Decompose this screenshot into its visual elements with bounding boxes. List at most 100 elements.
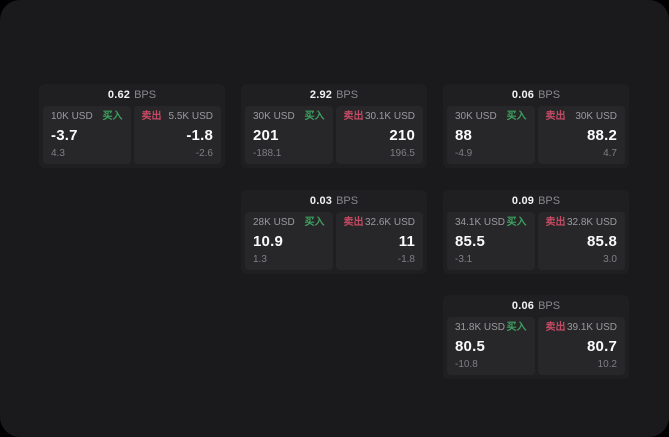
sell-price: -1.8 — [186, 127, 213, 144]
sell-amount: 5.5K USD — [168, 111, 213, 122]
sell-side-label: 卖出 — [545, 111, 566, 122]
sell-price: 210 — [389, 127, 415, 144]
bps-header: 2.92 BPS — [241, 84, 427, 106]
sell-panel-top: 卖出 32.8K USD — [546, 217, 618, 229]
bps-header: 0.03 BPS — [241, 190, 427, 212]
sell-quote-panel[interactable]: 卖出 39.1K USD 80.7 10.2 — [537, 317, 625, 375]
sell-sub-value: -1.8 — [397, 254, 415, 265]
buy-sub-value: -10.8 — [455, 359, 478, 370]
sell-panel-top: 卖出 32.6K USD — [344, 217, 416, 229]
sell-amount: 32.6K USD — [364, 217, 415, 228]
buy-quote-panel[interactable]: 31.8K USD 买入 80.5 -10.8 — [447, 317, 535, 375]
sell-panel-top: 卖出 39.1K USD — [546, 322, 618, 334]
sell-sub-value: 196.5 — [389, 148, 415, 159]
bps-header: 0.06 BPS — [443, 84, 629, 106]
bps-value: 0.06 — [511, 300, 535, 312]
sell-sub-value: 10.2 — [597, 359, 617, 370]
bps-unit-label: BPS — [134, 89, 157, 101]
quote-card: 0.62 BPS 10K USD 买入 -3.7 4.3 卖出 5.5K USD… — [39, 84, 225, 168]
buy-sub-value: 1.3 — [253, 254, 267, 265]
quote-card: 0.06 BPS 31.8K USD 买入 80.5 -10.8 卖出 39.1… — [443, 295, 629, 379]
buy-panel-top: 28K USD 买入 — [253, 217, 325, 229]
buy-panel-top: 31.8K USD 买入 — [455, 322, 527, 334]
buy-quote-panel[interactable]: 28K USD 买入 10.9 1.3 — [245, 212, 333, 270]
quote-panels: 10K USD 买入 -3.7 4.3 卖出 5.5K USD -1.8 -2.… — [39, 106, 225, 168]
buy-price: 10.9 — [253, 233, 283, 250]
buy-side-label: 买入 — [304, 111, 325, 122]
bps-value: 0.06 — [511, 89, 535, 101]
buy-panel-top: 34.1K USD 买入 — [455, 217, 527, 229]
buy-sub-value: -4.9 — [455, 148, 473, 159]
buy-amount: 10K USD — [51, 111, 93, 122]
bps-unit-label: BPS — [538, 195, 561, 207]
buy-amount: 28K USD — [253, 217, 295, 228]
quote-card: 0.03 BPS 28K USD 买入 10.9 1.3 卖出 32.6K US… — [241, 190, 427, 274]
sell-panel-top: 卖出 30.1K USD — [344, 111, 416, 123]
buy-quote-panel[interactable]: 30K USD 买入 201 -188.1 — [245, 106, 333, 164]
sell-amount: 39.1K USD — [566, 322, 617, 333]
buy-panel-top: 30K USD 买入 — [455, 111, 527, 123]
bps-value: 0.09 — [511, 195, 535, 207]
sell-amount: 30.1K USD — [364, 111, 415, 122]
sell-quote-panel[interactable]: 卖出 32.6K USD 11 -1.8 — [335, 212, 423, 270]
buy-side-label: 买入 — [506, 217, 527, 228]
sell-quote-panel[interactable]: 卖出 5.5K USD -1.8 -2.6 — [133, 106, 221, 164]
buy-price: 88 — [455, 127, 473, 144]
sell-sub-value: 4.7 — [603, 148, 617, 159]
buy-panel-top: 10K USD 买入 — [51, 111, 123, 123]
bps-unit-label: BPS — [538, 300, 561, 312]
quote-card: 2.92 BPS 30K USD 买入 201 -188.1 卖出 30.1K … — [241, 84, 427, 168]
sell-quote-panel[interactable]: 卖出 30.1K USD 210 196.5 — [335, 106, 423, 164]
sell-price: 85.8 — [587, 233, 617, 250]
quote-panels: 31.8K USD 买入 80.5 -10.8 卖出 39.1K USD 80.… — [443, 317, 629, 379]
buy-sub-value: 4.3 — [51, 148, 65, 159]
sell-sub-value: 3.0 — [603, 254, 617, 265]
bps-unit-label: BPS — [336, 89, 359, 101]
sell-quote-panel[interactable]: 卖出 32.8K USD 85.8 3.0 — [537, 212, 625, 270]
buy-side-label: 买入 — [102, 111, 123, 122]
sell-price: 88.2 — [587, 127, 617, 144]
sell-side-label: 卖出 — [141, 111, 162, 122]
sell-amount: 32.8K USD — [566, 217, 617, 228]
quote-panels: 28K USD 买入 10.9 1.3 卖出 32.6K USD 11 -1.8 — [241, 212, 427, 274]
bps-value: 2.92 — [309, 89, 333, 101]
buy-price: 201 — [253, 127, 279, 144]
buy-side-label: 买入 — [506, 111, 527, 122]
buy-quote-panel[interactable]: 34.1K USD 买入 85.5 -3.1 — [447, 212, 535, 270]
bps-header: 0.09 BPS — [443, 190, 629, 212]
quote-card: 0.09 BPS 34.1K USD 买入 85.5 -3.1 卖出 32.8K… — [443, 190, 629, 274]
sell-side-label: 卖出 — [343, 217, 364, 228]
buy-panel-top: 30K USD 买入 — [253, 111, 325, 123]
buy-price: -3.7 — [51, 127, 78, 144]
bps-header: 0.06 BPS — [443, 295, 629, 317]
sell-side-label: 卖出 — [545, 217, 566, 228]
bps-unit-label: BPS — [336, 195, 359, 207]
buy-quote-panel[interactable]: 30K USD 买入 88 -4.9 — [447, 106, 535, 164]
sell-amount: 30K USD — [575, 111, 617, 122]
bps-value: 0.62 — [107, 89, 131, 101]
buy-amount: 30K USD — [455, 111, 497, 122]
buy-side-label: 买入 — [506, 322, 527, 333]
quote-panels: 34.1K USD 买入 85.5 -3.1 卖出 32.8K USD 85.8… — [443, 212, 629, 274]
buy-quote-panel[interactable]: 10K USD 买入 -3.7 4.3 — [43, 106, 131, 164]
bps-unit-label: BPS — [538, 89, 561, 101]
buy-amount: 34.1K USD — [455, 217, 506, 228]
sell-panel-top: 卖出 5.5K USD — [142, 111, 214, 123]
buy-sub-value: -3.1 — [455, 254, 473, 265]
sell-side-label: 卖出 — [343, 111, 364, 122]
buy-price: 85.5 — [455, 233, 485, 250]
buy-price: 80.5 — [455, 338, 485, 355]
sell-panel-top: 卖出 30K USD — [546, 111, 618, 123]
quote-panels: 30K USD 买入 201 -188.1 卖出 30.1K USD 210 1… — [241, 106, 427, 168]
buy-amount: 30K USD — [253, 111, 295, 122]
buy-amount: 31.8K USD — [455, 322, 506, 333]
sell-quote-panel[interactable]: 卖出 30K USD 88.2 4.7 — [537, 106, 625, 164]
sell-side-label: 卖出 — [545, 322, 566, 333]
buy-sub-value: -188.1 — [253, 148, 282, 159]
quote-panels: 30K USD 买入 88 -4.9 卖出 30K USD 88.2 4.7 — [443, 106, 629, 168]
bps-value: 0.03 — [309, 195, 333, 207]
buy-side-label: 买入 — [304, 217, 325, 228]
sell-price: 11 — [398, 233, 415, 250]
sell-price: 80.7 — [587, 338, 617, 355]
